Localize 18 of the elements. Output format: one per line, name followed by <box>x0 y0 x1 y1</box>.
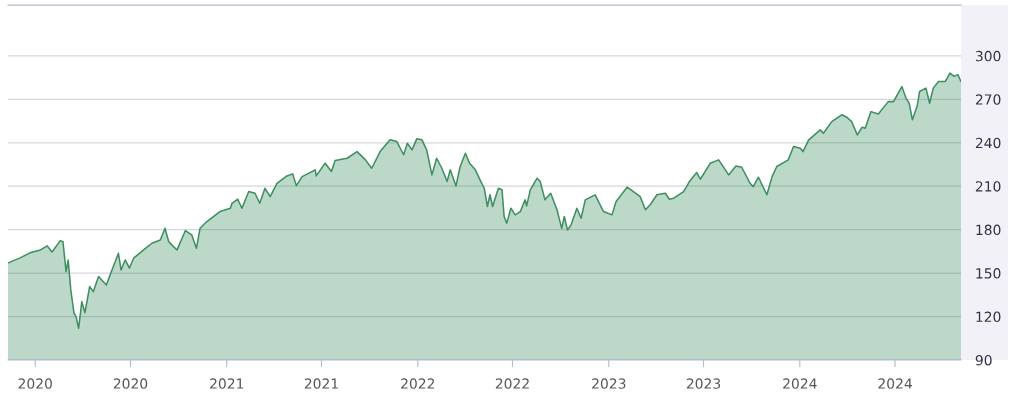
x-tick-label: 2024 <box>783 378 817 389</box>
y-tick-label: 90 <box>975 354 992 366</box>
x-tick-label: 2022 <box>495 378 529 389</box>
y-tick-label: 270 <box>975 94 1001 105</box>
y-tick-label: 150 <box>976 268 1001 279</box>
y-tick-label: 210 <box>975 181 1001 192</box>
x-tick-label: 2023 <box>592 378 626 389</box>
x-tick-label: 2023 <box>686 378 721 389</box>
x-tick-label: 2020 <box>18 378 52 389</box>
x-tick-label: 2021 <box>304 378 338 389</box>
x-tick-label: 2020 <box>113 378 148 389</box>
x-tick-label: 2021 <box>210 378 244 389</box>
x-tick-label: 2022 <box>401 378 435 389</box>
y-tick-label: 300 <box>975 50 1001 62</box>
y-tick-label: 240 <box>975 137 1001 149</box>
y-tick-label: 180 <box>976 224 1001 236</box>
y-tick-label: 120 <box>976 311 1001 323</box>
x-tick-label: 2024 <box>878 378 912 389</box>
